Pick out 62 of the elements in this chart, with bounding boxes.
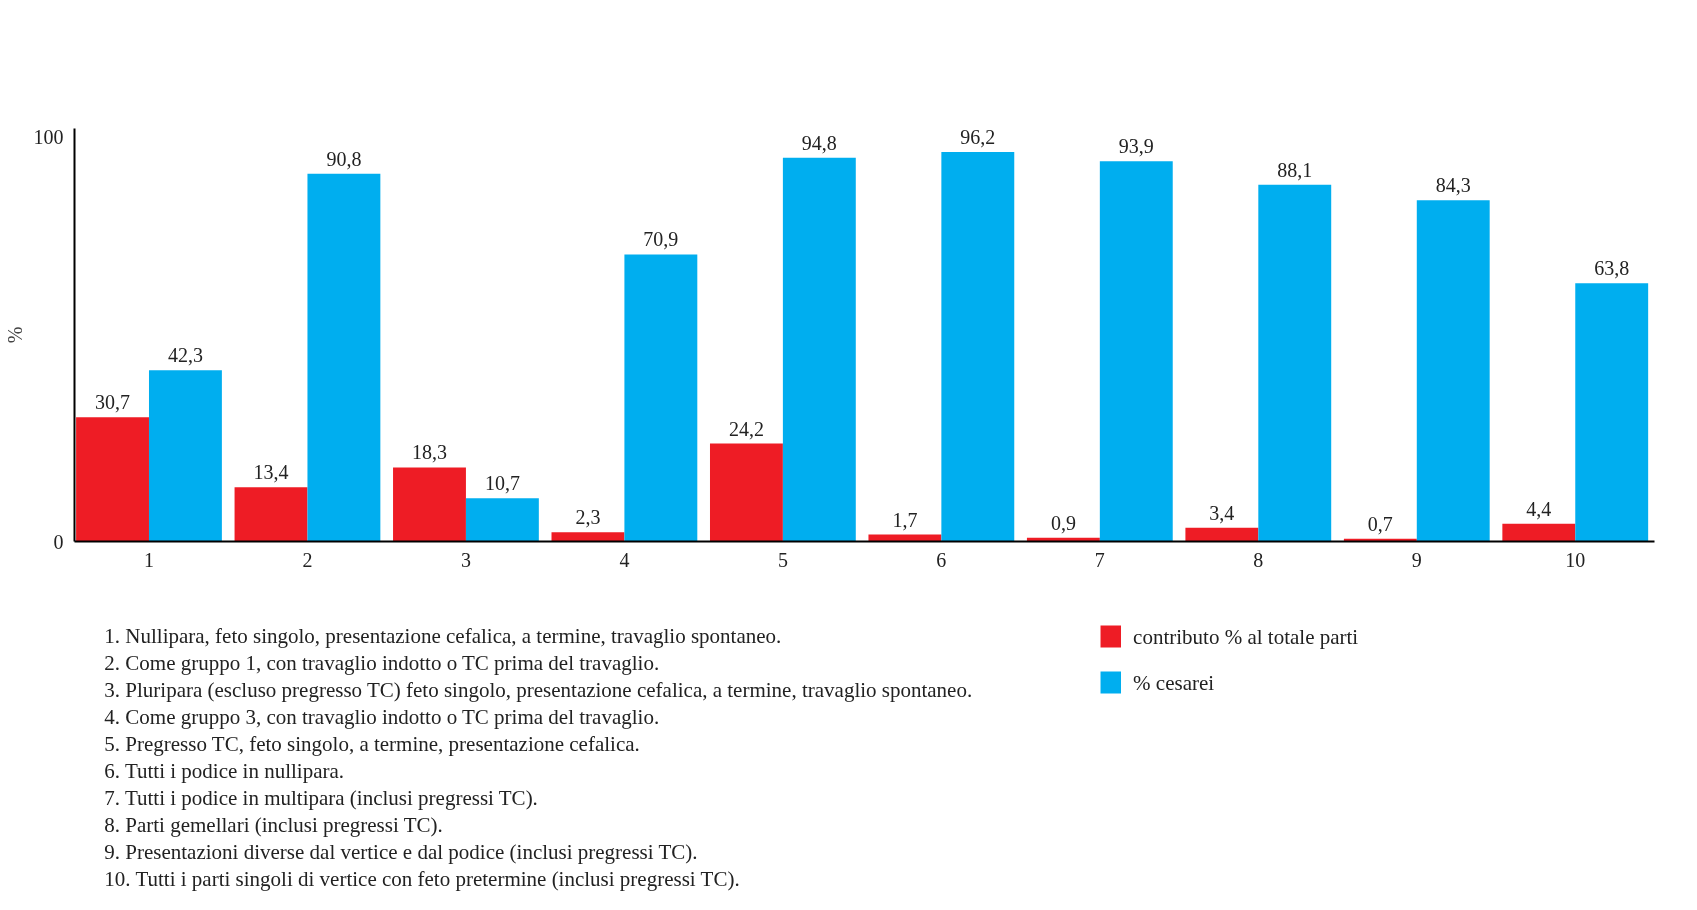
- data-label: 24,2: [728, 417, 764, 440]
- data-label: 94,8: [801, 131, 837, 154]
- data-label: 84,3: [1435, 174, 1471, 197]
- bar: [307, 173, 381, 542]
- x-tick-label: 9: [1411, 548, 1422, 571]
- data-label: 0,7: [1367, 512, 1393, 535]
- text: 2. Come gruppo 1, con travaglio indotto o TC prima del travaglio.: [104, 650, 660, 675]
- bar: [465, 498, 539, 542]
- x-tick-label: 7: [1094, 548, 1105, 571]
- y-tick-label: 100: [33, 125, 64, 148]
- y-axis-title: %: [3, 326, 26, 344]
- y-tick-label: 0: [53, 530, 64, 553]
- bar: [1099, 161, 1173, 542]
- data-label: 90,8: [326, 147, 362, 170]
- data-label: 3,4: [1209, 501, 1235, 524]
- x-tick-label: 6: [936, 548, 947, 571]
- bar: [782, 157, 856, 542]
- bar: [148, 370, 222, 542]
- x-tick-label: 3: [460, 548, 471, 571]
- data-label: 42,3: [167, 344, 203, 367]
- bar: [76, 417, 149, 542]
- data-label: 88,1: [1277, 158, 1313, 181]
- data-label: 2,3: [575, 506, 601, 529]
- x-tick-label: 1: [143, 548, 154, 571]
- text: 10. Tutti i parti singoli di vertice con feto pretermine (inclusi pregressi TC).: [104, 866, 740, 891]
- legend-label: % cesarei: [1133, 670, 1215, 695]
- data-label: 96,2: [960, 125, 996, 148]
- text: 4. Come gruppo 3, con travaglio indotto o TC prima del travaglio.: [104, 704, 660, 729]
- legend-label: contributo % al totale parti: [1133, 624, 1359, 649]
- data-label: 4,4: [1526, 497, 1552, 520]
- text: 9. Presentazioni diverse dal vertice e dal podice (inclusi pregressi TC).: [104, 839, 698, 864]
- x-tick-label: 2: [302, 548, 313, 571]
- data-label: 18,3: [411, 441, 447, 464]
- x-tick-label: 4: [619, 548, 630, 571]
- bar: [234, 487, 308, 542]
- bar: [624, 254, 698, 542]
- x-tick-label: 5: [777, 548, 788, 571]
- text: 6. Tutti i podice in nullipara.: [104, 758, 345, 783]
- bar: [1185, 527, 1259, 542]
- bar: [709, 443, 783, 542]
- text: 3. Pluripara (escluso pregresso TC) feto singolo, presentazione cefalica, a termine, travaglio spontaneo.: [104, 677, 973, 702]
- bar: [1575, 283, 1649, 542]
- text: 7. Tutti i podice in multipara (inclusi pregressi TC).: [104, 785, 538, 810]
- bar: [393, 467, 466, 542]
- bar: [1416, 200, 1490, 542]
- bar: [941, 151, 1015, 542]
- x-tick-label: 10: [1565, 548, 1586, 571]
- data-label: 63,8: [1594, 257, 1630, 280]
- text: 8. Parti gemellari (inclusi pregressi TC).: [104, 812, 443, 837]
- bar: [551, 532, 625, 542]
- data-label: 70,9: [643, 228, 679, 251]
- data-label: 93,9: [1118, 135, 1154, 158]
- data-label: 1,7: [892, 508, 918, 531]
- data-label: 0,9: [1050, 511, 1076, 534]
- text: 5. Pregresso TC, feto singolo, a termine, presentazione cefalica.: [104, 731, 640, 756]
- bar: [1258, 184, 1332, 542]
- text: 1. Nullipara, feto singolo, presentazione cefalica, a termine, travaglio spontaneo.: [104, 623, 782, 648]
- data-label: 10,7: [484, 472, 520, 495]
- bar: [1502, 523, 1576, 542]
- data-label: 30,7: [95, 391, 131, 414]
- data-label: 13,4: [253, 461, 289, 484]
- x-tick-label: 8: [1253, 548, 1264, 571]
